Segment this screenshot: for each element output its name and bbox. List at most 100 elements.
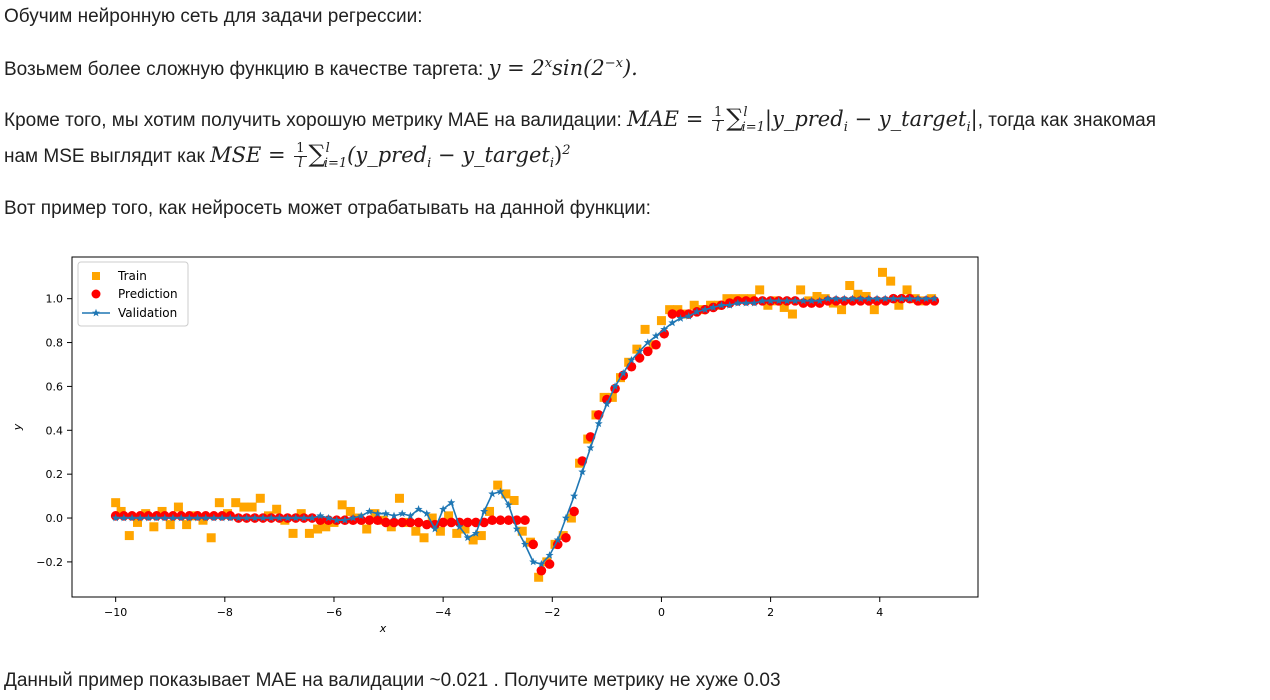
- train-point: [656, 316, 666, 326]
- train-point: [640, 324, 650, 334]
- validation-point: [226, 513, 235, 522]
- validation-point: [496, 487, 505, 496]
- train-point: [812, 291, 822, 301]
- validation-point: [349, 513, 358, 522]
- validation-point: [177, 513, 186, 522]
- prediction-point: [421, 519, 432, 530]
- train-point: [198, 515, 208, 525]
- metric-tail: , тогда как знакомая: [977, 110, 1157, 131]
- validation-point: [488, 489, 497, 498]
- train-point: [386, 522, 396, 532]
- validation-point: [373, 509, 382, 518]
- prediction-point: [569, 506, 579, 517]
- prediction-point: [520, 515, 530, 526]
- train-point: [779, 302, 789, 312]
- validation-point: [512, 524, 521, 533]
- validation-point: [643, 338, 652, 346]
- train-point: [673, 305, 683, 315]
- train-point: [394, 493, 404, 503]
- validation-point: [701, 305, 710, 314]
- train-point: [763, 300, 773, 310]
- prediction-point: [462, 517, 473, 528]
- prediction-point: [536, 565, 547, 576]
- train-point: [837, 305, 847, 315]
- validation-point: [537, 559, 546, 568]
- validation-point: [193, 513, 202, 522]
- prediction-point: [634, 353, 645, 363]
- train-point: [157, 506, 167, 516]
- validation-point: [717, 301, 726, 309]
- validation-point: [742, 298, 751, 307]
- prediction-point: [651, 339, 661, 350]
- y-axis-label: y: [11, 423, 24, 431]
- train-point: [853, 289, 863, 299]
- validation-point: [234, 513, 243, 522]
- train-point: [607, 392, 617, 402]
- validation-point: [823, 294, 832, 303]
- train-point: [111, 498, 121, 508]
- prediction-point: [544, 559, 555, 569]
- validation-point: [782, 296, 791, 305]
- validation-point: [128, 513, 137, 522]
- train-point: [493, 480, 503, 490]
- validation-point: [332, 516, 341, 524]
- train-point: [124, 531, 134, 541]
- x-tick-label: 4: [876, 606, 883, 619]
- validation-point: [316, 511, 325, 520]
- validation-point: [144, 513, 153, 522]
- validation-point: [398, 509, 407, 518]
- prediction-point: [315, 515, 326, 526]
- mae-formula: MAE = 1 l ∑li=1|y_predi − y_targeti|: [627, 104, 978, 136]
- example-text: Вот пример того, как нейросеть может отр…: [4, 198, 651, 219]
- mse-formula: MSE = 1 l ∑li=1(y_predi − y_targeti)2: [210, 140, 571, 172]
- validation-point: [807, 296, 816, 305]
- validation-point: [791, 296, 800, 305]
- validation-point: [856, 294, 865, 303]
- validation-point: [160, 513, 169, 522]
- validation-point: [365, 507, 374, 515]
- train-point: [755, 285, 765, 295]
- y-tick-label: 0.8: [46, 337, 64, 350]
- validation-point: [136, 513, 145, 522]
- train-point: [894, 300, 904, 310]
- validation-point: [758, 296, 767, 305]
- validation-point: [390, 511, 399, 520]
- validation-point: [119, 513, 128, 522]
- prediction-point: [667, 309, 678, 319]
- validation-point: [611, 382, 620, 390]
- legend-validation-label: Validation: [118, 306, 177, 320]
- validation-point: [455, 522, 464, 531]
- train-point: [304, 528, 314, 538]
- mse-paragraph: нам MSE выглядит как MSE = 1 l ∑li=1(y_pre…: [4, 140, 571, 172]
- validation-point: [692, 307, 701, 316]
- train-point: [566, 513, 576, 523]
- train-point: [116, 506, 126, 516]
- validation-point: [815, 296, 824, 305]
- train-point: [845, 281, 855, 291]
- prediction-point: [356, 515, 367, 526]
- footer-text: Данный пример показывает MAE на валидаци…: [4, 670, 781, 691]
- validation-point: [889, 294, 898, 303]
- prediction-point: [675, 309, 686, 319]
- prediction-point: [446, 517, 457, 528]
- train-point: [509, 495, 519, 505]
- train-point: [435, 526, 445, 536]
- prediction-point: [397, 517, 407, 528]
- train-point: [787, 309, 797, 319]
- validation-point: [152, 513, 161, 522]
- validation-point: [209, 513, 218, 522]
- train-point: [444, 511, 454, 521]
- validation-point: [324, 513, 333, 522]
- validation-point: [774, 296, 783, 305]
- train-point: [149, 522, 159, 532]
- train-point: [165, 520, 175, 530]
- legend-box: [77, 261, 189, 327]
- x-tick-label: 2: [767, 606, 774, 619]
- metric-text: Кроме того, мы хотим получить хорошую ме…: [4, 110, 622, 131]
- train-point: [427, 513, 437, 523]
- validation-point: [471, 529, 480, 537]
- validation-point: [561, 513, 570, 522]
- validation-point: [168, 513, 177, 522]
- x-tick-label: −2: [544, 606, 560, 619]
- validation-point: [627, 355, 636, 364]
